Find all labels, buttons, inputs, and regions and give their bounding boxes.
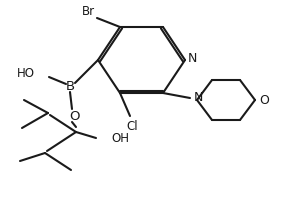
Text: Br: Br xyxy=(82,4,94,18)
Text: B: B xyxy=(65,79,75,92)
Text: O: O xyxy=(69,110,79,123)
Text: OH: OH xyxy=(111,132,129,145)
Text: HO: HO xyxy=(17,66,35,79)
Text: N: N xyxy=(187,51,197,64)
Text: Cl: Cl xyxy=(126,119,138,132)
Text: N: N xyxy=(193,90,203,103)
Text: O: O xyxy=(259,94,269,106)
